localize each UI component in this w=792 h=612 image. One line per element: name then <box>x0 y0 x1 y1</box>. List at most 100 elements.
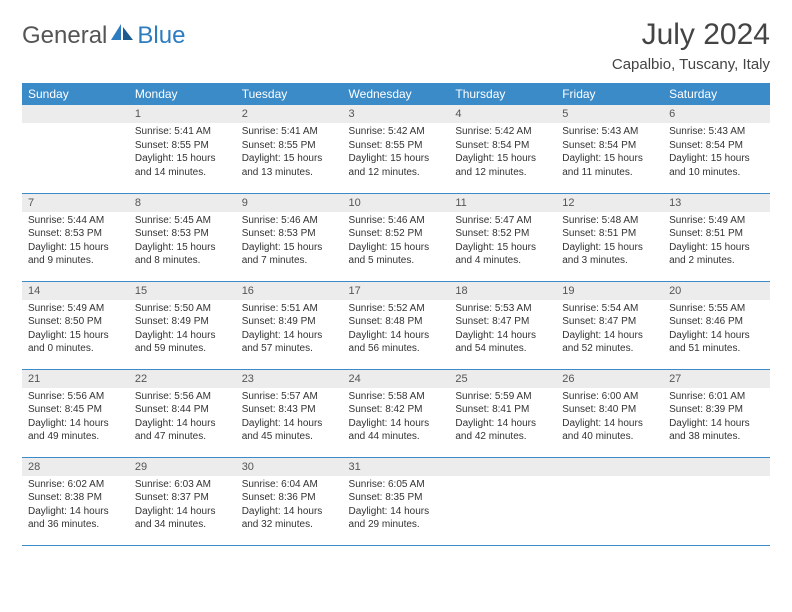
day-details: Sunrise: 6:05 AMSunset: 8:35 PMDaylight:… <box>343 476 450 536</box>
calendar-cell: 3Sunrise: 5:42 AMSunset: 8:55 PMDaylight… <box>343 105 450 193</box>
sunset-line: Sunset: 8:39 PM <box>669 403 764 417</box>
sunrise-line: Sunrise: 5:41 AM <box>135 125 230 139</box>
day-number: 1 <box>129 105 236 123</box>
calendar-body: 1Sunrise: 5:41 AMSunset: 8:55 PMDaylight… <box>22 105 770 545</box>
daylight-line: Daylight: 14 hours and 52 minutes. <box>562 329 657 356</box>
day-number: 4 <box>449 105 556 123</box>
day-details: Sunrise: 5:54 AMSunset: 8:47 PMDaylight:… <box>556 300 663 360</box>
day-number: 10 <box>343 194 450 212</box>
sunrise-line: Sunrise: 5:53 AM <box>455 302 550 316</box>
daylight-line: Daylight: 14 hours and 42 minutes. <box>455 417 550 444</box>
sunset-line: Sunset: 8:47 PM <box>455 315 550 329</box>
day-number: 21 <box>22 370 129 388</box>
day-details: Sunrise: 5:43 AMSunset: 8:54 PMDaylight:… <box>556 123 663 183</box>
calendar-cell: 17Sunrise: 5:52 AMSunset: 8:48 PMDayligh… <box>343 281 450 369</box>
calendar-week-row: 21Sunrise: 5:56 AMSunset: 8:45 PMDayligh… <box>22 369 770 457</box>
sunset-line: Sunset: 8:42 PM <box>349 403 444 417</box>
sunset-line: Sunset: 8:55 PM <box>135 139 230 153</box>
sunrise-line: Sunrise: 5:48 AM <box>562 214 657 228</box>
day-number: 31 <box>343 458 450 476</box>
day-details: Sunrise: 6:00 AMSunset: 8:40 PMDaylight:… <box>556 388 663 448</box>
calendar-week-row: 28Sunrise: 6:02 AMSunset: 8:38 PMDayligh… <box>22 457 770 545</box>
sunset-line: Sunset: 8:55 PM <box>242 139 337 153</box>
sunrise-line: Sunrise: 5:56 AM <box>28 390 123 404</box>
day-details: Sunrise: 5:49 AMSunset: 8:50 PMDaylight:… <box>22 300 129 360</box>
day-number: 3 <box>343 105 450 123</box>
daylight-line: Daylight: 14 hours and 45 minutes. <box>242 417 337 444</box>
sunrise-line: Sunrise: 6:03 AM <box>135 478 230 492</box>
day-details: Sunrise: 5:42 AMSunset: 8:54 PMDaylight:… <box>449 123 556 183</box>
day-details: Sunrise: 5:55 AMSunset: 8:46 PMDaylight:… <box>663 300 770 360</box>
day-number: 13 <box>663 194 770 212</box>
calendar-cell: 18Sunrise: 5:53 AMSunset: 8:47 PMDayligh… <box>449 281 556 369</box>
day-details: Sunrise: 5:51 AMSunset: 8:49 PMDaylight:… <box>236 300 343 360</box>
day-number: 22 <box>129 370 236 388</box>
calendar-cell: 8Sunrise: 5:45 AMSunset: 8:53 PMDaylight… <box>129 193 236 281</box>
sunrise-line: Sunrise: 6:01 AM <box>669 390 764 404</box>
day-details: Sunrise: 5:53 AMSunset: 8:47 PMDaylight:… <box>449 300 556 360</box>
daylight-line: Daylight: 14 hours and 29 minutes. <box>349 505 444 532</box>
sunrise-line: Sunrise: 5:46 AM <box>242 214 337 228</box>
day-details: Sunrise: 5:56 AMSunset: 8:44 PMDaylight:… <box>129 388 236 448</box>
daylight-line: Daylight: 14 hours and 59 minutes. <box>135 329 230 356</box>
day-number: 19 <box>556 282 663 300</box>
sunrise-line: Sunrise: 5:57 AM <box>242 390 337 404</box>
sunrise-line: Sunrise: 5:44 AM <box>28 214 123 228</box>
daylight-line: Daylight: 15 hours and 14 minutes. <box>135 152 230 179</box>
day-number: 20 <box>663 282 770 300</box>
empty-daynum <box>449 458 556 476</box>
daylight-line: Daylight: 15 hours and 12 minutes. <box>455 152 550 179</box>
calendar-cell: 25Sunrise: 5:59 AMSunset: 8:41 PMDayligh… <box>449 369 556 457</box>
calendar-cell: 27Sunrise: 6:01 AMSunset: 8:39 PMDayligh… <box>663 369 770 457</box>
day-details: Sunrise: 5:48 AMSunset: 8:51 PMDaylight:… <box>556 212 663 272</box>
day-details: Sunrise: 6:03 AMSunset: 8:37 PMDaylight:… <box>129 476 236 536</box>
day-number: 23 <box>236 370 343 388</box>
empty-daynum <box>556 458 663 476</box>
title-block: July 2024 Capalbio, Tuscany, Italy <box>612 18 770 73</box>
calendar-cell: 21Sunrise: 5:56 AMSunset: 8:45 PMDayligh… <box>22 369 129 457</box>
day-number: 27 <box>663 370 770 388</box>
daylight-line: Daylight: 15 hours and 10 minutes. <box>669 152 764 179</box>
day-details: Sunrise: 5:47 AMSunset: 8:52 PMDaylight:… <box>449 212 556 272</box>
header: General Blue July 2024 Capalbio, Tuscany… <box>22 18 770 73</box>
daylight-line: Daylight: 14 hours and 51 minutes. <box>669 329 764 356</box>
sunrise-line: Sunrise: 5:49 AM <box>669 214 764 228</box>
day-number: 7 <box>22 194 129 212</box>
weekday-header: Saturday <box>663 83 770 105</box>
sunset-line: Sunset: 8:46 PM <box>669 315 764 329</box>
calendar-week-row: 14Sunrise: 5:49 AMSunset: 8:50 PMDayligh… <box>22 281 770 369</box>
day-details: Sunrise: 5:59 AMSunset: 8:41 PMDaylight:… <box>449 388 556 448</box>
day-number: 25 <box>449 370 556 388</box>
calendar-cell: 28Sunrise: 6:02 AMSunset: 8:38 PMDayligh… <box>22 457 129 545</box>
empty-daynum <box>22 105 129 123</box>
sunrise-line: Sunrise: 5:55 AM <box>669 302 764 316</box>
daylight-line: Daylight: 14 hours and 32 minutes. <box>242 505 337 532</box>
day-details: Sunrise: 5:58 AMSunset: 8:42 PMDaylight:… <box>343 388 450 448</box>
sunset-line: Sunset: 8:41 PM <box>455 403 550 417</box>
sunset-line: Sunset: 8:55 PM <box>349 139 444 153</box>
sunset-line: Sunset: 8:50 PM <box>28 315 123 329</box>
calendar-cell: 13Sunrise: 5:49 AMSunset: 8:51 PMDayligh… <box>663 193 770 281</box>
calendar-cell: 2Sunrise: 5:41 AMSunset: 8:55 PMDaylight… <box>236 105 343 193</box>
day-number: 26 <box>556 370 663 388</box>
calendar-cell: 5Sunrise: 5:43 AMSunset: 8:54 PMDaylight… <box>556 105 663 193</box>
day-details: Sunrise: 5:56 AMSunset: 8:45 PMDaylight:… <box>22 388 129 448</box>
calendar-cell: 30Sunrise: 6:04 AMSunset: 8:36 PMDayligh… <box>236 457 343 545</box>
sunset-line: Sunset: 8:52 PM <box>349 227 444 241</box>
sunset-line: Sunset: 8:53 PM <box>242 227 337 241</box>
calendar-cell: 12Sunrise: 5:48 AMSunset: 8:51 PMDayligh… <box>556 193 663 281</box>
calendar-cell: 1 Sunrise: 5:41 AMSunset: 8:55 PMDaylight… <box>129 105 236 193</box>
day-number: 2 <box>236 105 343 123</box>
calendar-cell: 11Sunrise: 5:47 AMSunset: 8:52 PMDayligh… <box>449 193 556 281</box>
calendar-cell: 24Sunrise: 5:58 AMSunset: 8:42 PMDayligh… <box>343 369 450 457</box>
sunrise-line: Sunrise: 5:49 AM <box>28 302 123 316</box>
weekday-header: Monday <box>129 83 236 105</box>
daylight-line: Daylight: 14 hours and 56 minutes. <box>349 329 444 356</box>
day-details: Sunrise: 5:42 AMSunset: 8:55 PMDaylight:… <box>343 123 450 183</box>
calendar-cell: 15Sunrise: 5:50 AMSunset: 8:49 PMDayligh… <box>129 281 236 369</box>
day-number: 6 <box>663 105 770 123</box>
logo: General Blue <box>22 18 185 50</box>
day-details: Sunrise: 6:04 AMSunset: 8:36 PMDaylight:… <box>236 476 343 536</box>
day-details: Sunrise: 5:44 AMSunset: 8:53 PMDaylight:… <box>22 212 129 272</box>
calendar-cell: 19Sunrise: 5:54 AMSunset: 8:47 PMDayligh… <box>556 281 663 369</box>
